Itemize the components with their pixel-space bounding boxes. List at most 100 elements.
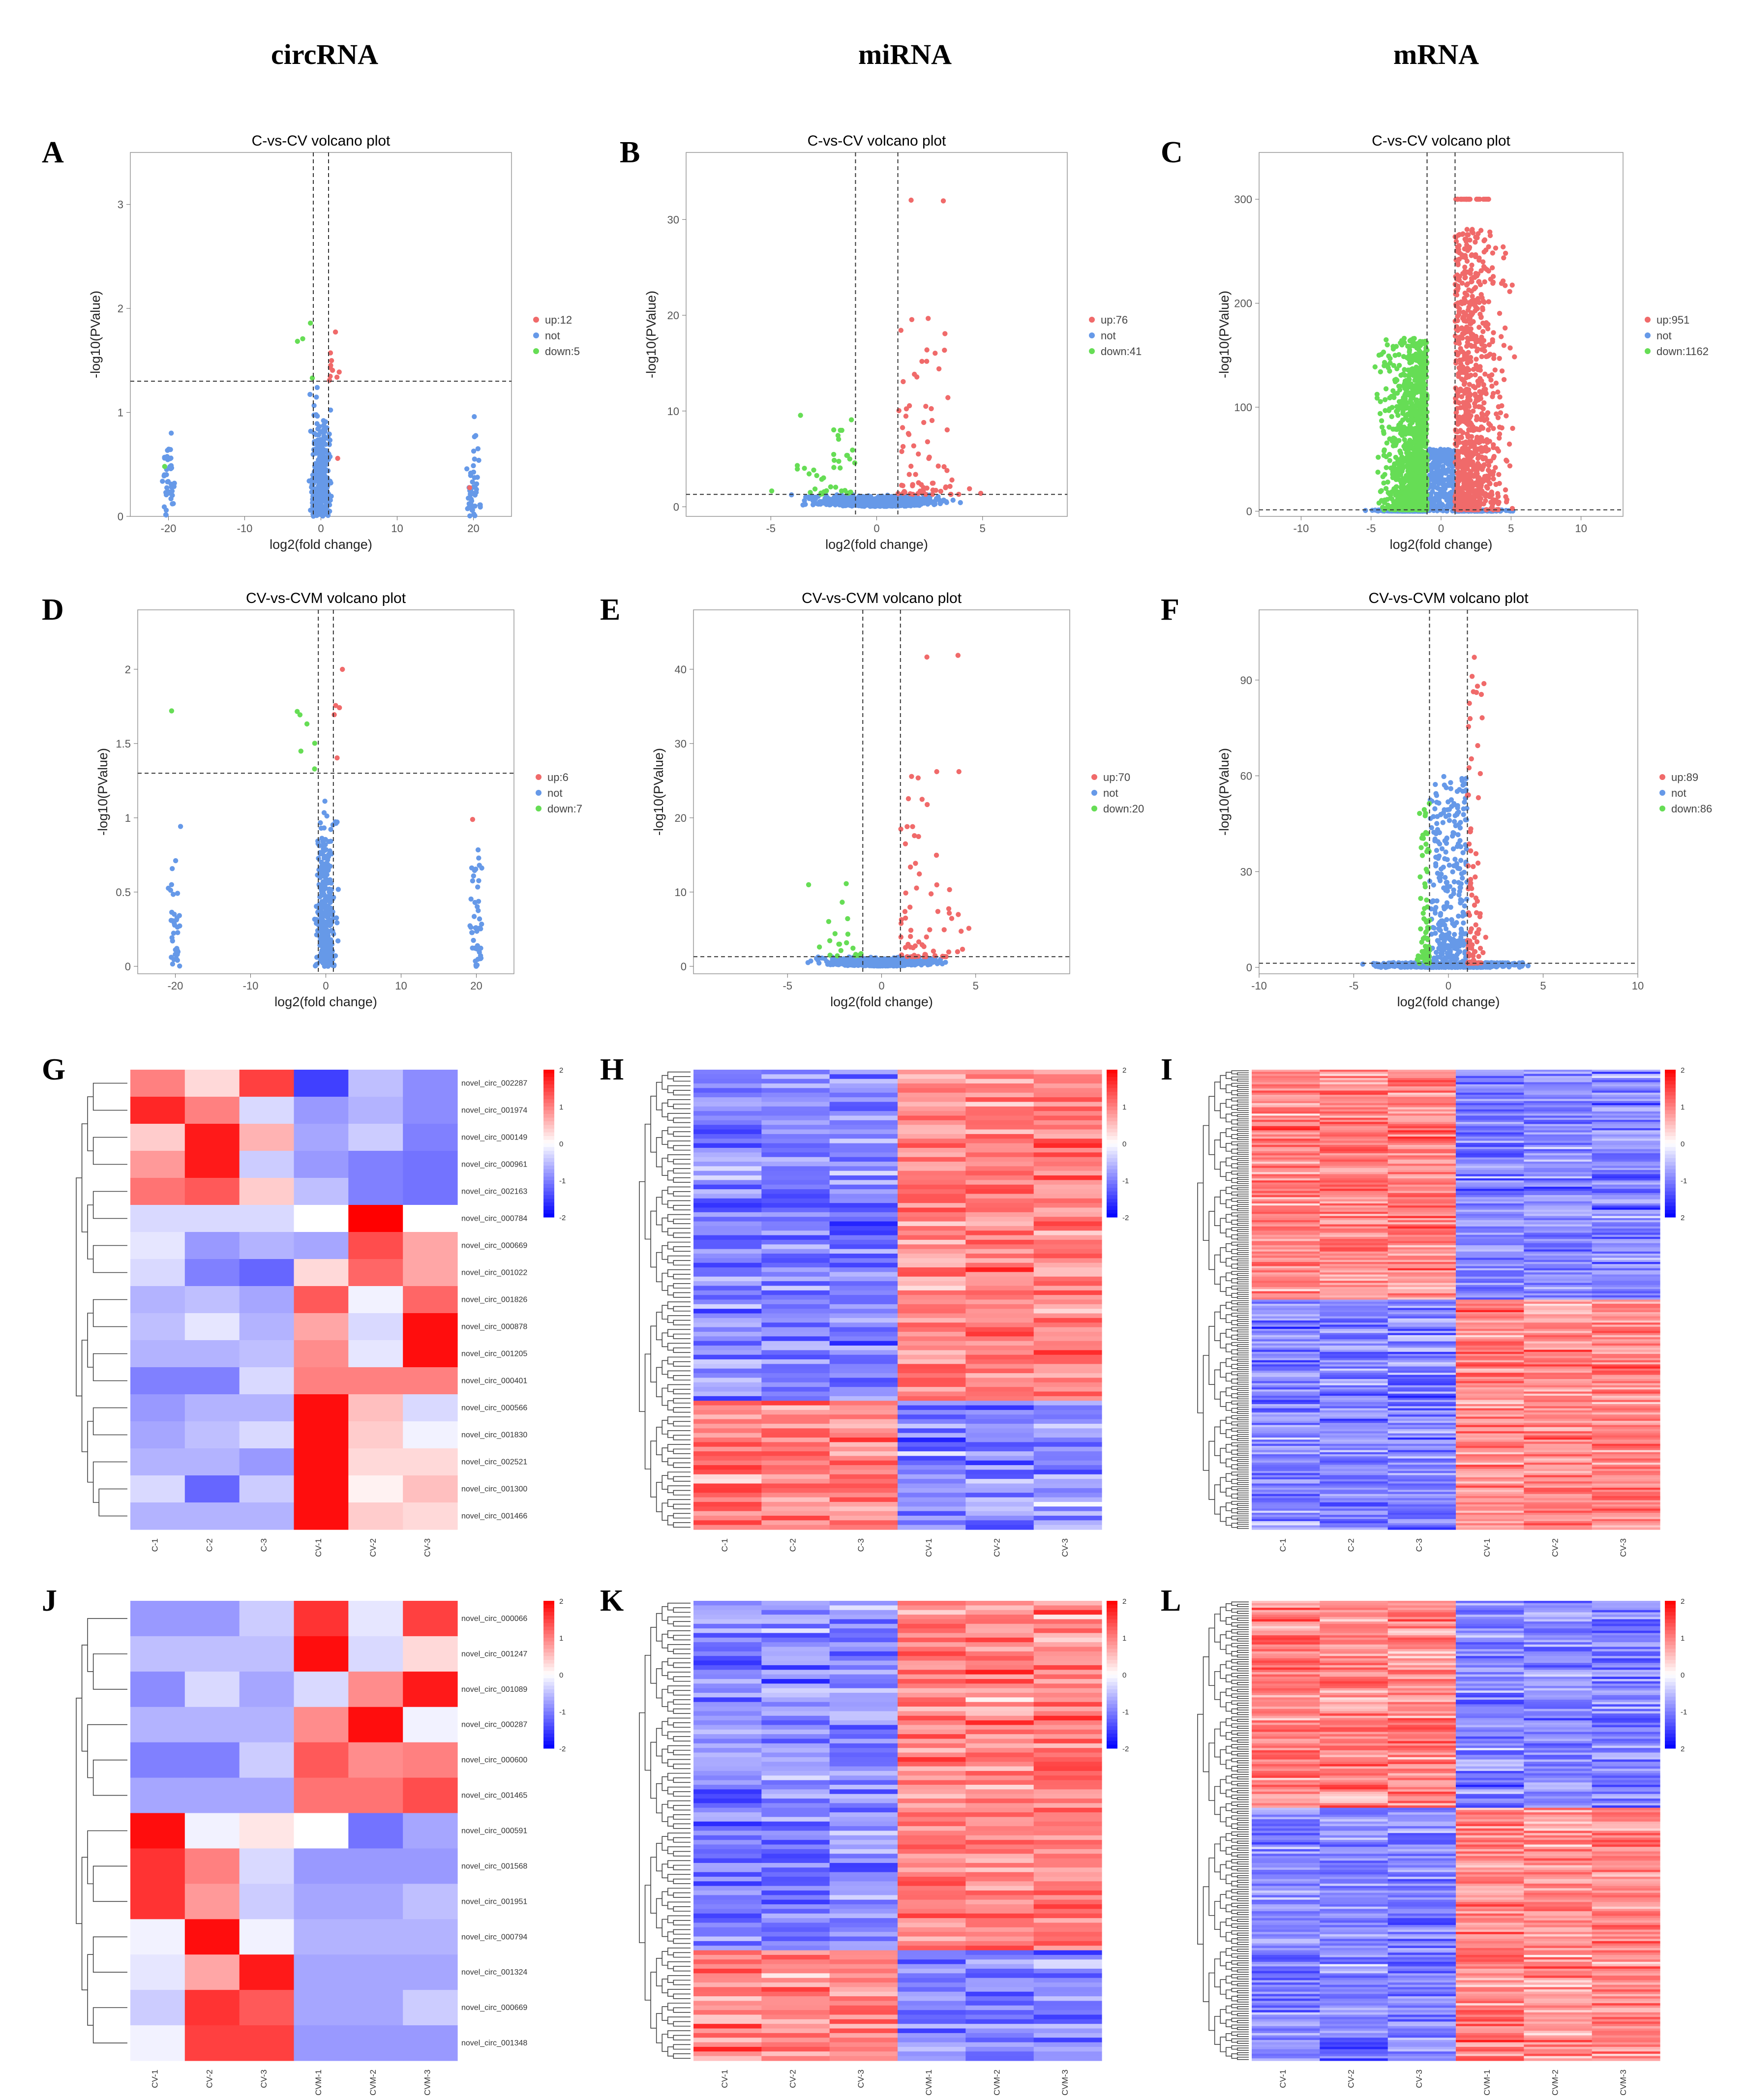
x-tick-label: 0 (873, 522, 879, 535)
data-point (1473, 372, 1478, 378)
data-point (1486, 421, 1492, 426)
data-point (468, 470, 474, 476)
x-tick-label: 0 (878, 980, 884, 992)
data-point (170, 918, 176, 924)
data-point (479, 865, 484, 871)
data-point (324, 960, 329, 965)
data-point (1462, 351, 1468, 357)
data-point (1431, 484, 1437, 490)
column-header-circrna: circRNA (271, 38, 378, 70)
data-point (1464, 375, 1469, 381)
data-point (311, 476, 317, 481)
data-point (1503, 494, 1508, 500)
x-tick-label: 20 (467, 522, 479, 535)
data-point (1473, 252, 1478, 258)
data-point (1396, 506, 1401, 512)
data-point (311, 513, 316, 519)
y-tick-label: 2 (125, 663, 131, 676)
data-point (1501, 343, 1506, 348)
data-point (1387, 406, 1392, 412)
panel-label: E (600, 593, 620, 627)
data-point (902, 495, 907, 501)
data-point (168, 463, 174, 468)
data-point (474, 481, 480, 487)
data-point (1408, 478, 1414, 484)
data-point (1464, 227, 1470, 232)
data-point (309, 375, 315, 381)
data-point (1399, 342, 1405, 348)
data-point (942, 347, 947, 353)
x-tick-label: -10 (1293, 522, 1309, 535)
column-header-mirna: miRNA (858, 38, 952, 70)
data-point (911, 443, 917, 449)
data-point (1462, 275, 1468, 281)
data-point (1467, 315, 1473, 321)
x-tick-label: -5 (1366, 522, 1376, 535)
data-point (810, 502, 816, 508)
data-point (1401, 464, 1406, 469)
data-point (1495, 390, 1501, 395)
data-point (1401, 401, 1407, 407)
data-point (1410, 485, 1416, 491)
data-point (1487, 233, 1493, 239)
data-point (1383, 386, 1389, 391)
data-point (1501, 377, 1507, 382)
data-point (1440, 465, 1445, 470)
data-point (1384, 337, 1389, 343)
data-point (1469, 228, 1475, 234)
panel-label: B (620, 136, 640, 169)
data-point (942, 331, 948, 336)
data-point (471, 914, 477, 919)
data-point (814, 473, 819, 479)
data-point (1389, 414, 1394, 420)
data-point (978, 490, 984, 496)
data-point (315, 512, 321, 517)
data-point (328, 839, 333, 844)
data-point (475, 943, 480, 949)
data-point (1499, 403, 1505, 409)
data-point (1395, 458, 1401, 464)
data-point (910, 483, 915, 488)
data-point (310, 499, 316, 505)
data-point (1435, 503, 1441, 509)
x-tick-label: -10 (237, 522, 253, 535)
x-axis-label: log2(fold change) (830, 994, 933, 1009)
data-point (831, 457, 837, 463)
y-tick-label: 3 (118, 199, 123, 211)
data-point (1391, 486, 1397, 492)
data-point (1387, 458, 1392, 463)
data-point (1407, 382, 1412, 387)
legend-label: not (547, 787, 563, 799)
data-point (317, 488, 323, 494)
data-point (1405, 492, 1411, 498)
data-point (956, 491, 962, 497)
y-tick-label: 200 (1234, 298, 1252, 310)
data-point (170, 938, 175, 944)
data-point (1496, 449, 1501, 454)
data-point (943, 499, 949, 505)
data-point (1401, 354, 1407, 360)
y-tick-label: 0 (673, 501, 679, 513)
legend-label: down:5 (545, 345, 580, 358)
data-point (921, 420, 927, 425)
data-point (1428, 473, 1434, 479)
data-point (310, 451, 316, 457)
data-point (1396, 384, 1402, 389)
legend-marker (536, 790, 542, 796)
data-point (1461, 419, 1467, 424)
data-point (1507, 345, 1513, 351)
data-point (1482, 343, 1487, 349)
data-point (1409, 416, 1414, 421)
data-point (317, 463, 323, 469)
data-point (847, 456, 852, 462)
data-point (469, 490, 475, 495)
data-point (1491, 476, 1496, 481)
data-point (1468, 500, 1474, 506)
data-point (1490, 265, 1495, 270)
data-point (327, 442, 332, 448)
data-point (1458, 387, 1463, 392)
data-point (467, 513, 473, 519)
data-point (795, 466, 800, 472)
data-point (1481, 300, 1487, 305)
data-point (312, 766, 317, 772)
